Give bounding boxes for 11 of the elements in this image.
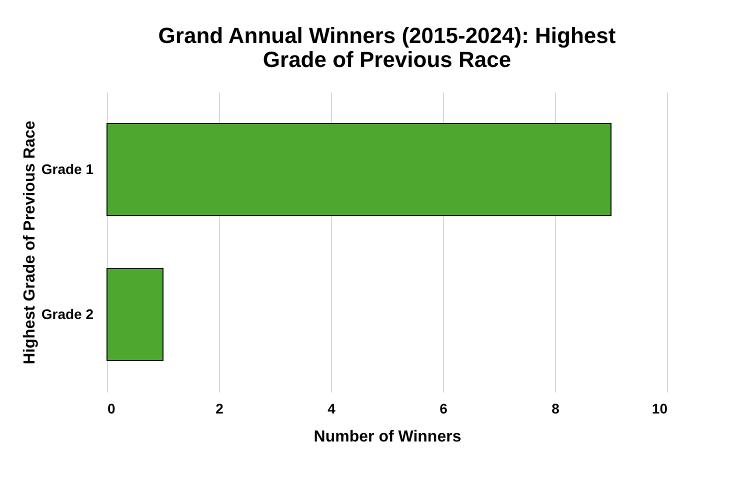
x-tick-label: 6 xyxy=(440,400,448,416)
chart-title: Grand Annual Winners (2015-2024): Highest Grade of Previous Race xyxy=(158,23,616,72)
x-tick-label: 10 xyxy=(652,400,668,416)
y-tick-label: Grade 1 xyxy=(41,161,94,177)
x-tick-label: 2 xyxy=(216,400,224,416)
x-tick-label: 0 xyxy=(108,400,116,416)
y-axis-title: Highest Grade of Previous Race xyxy=(21,120,38,364)
x-tick-label: 4 xyxy=(328,400,336,416)
x-tick-label: 8 xyxy=(552,400,560,416)
y-tick-label: Grade 2 xyxy=(41,306,94,322)
x-axis-title: Number of Winners xyxy=(314,428,462,446)
